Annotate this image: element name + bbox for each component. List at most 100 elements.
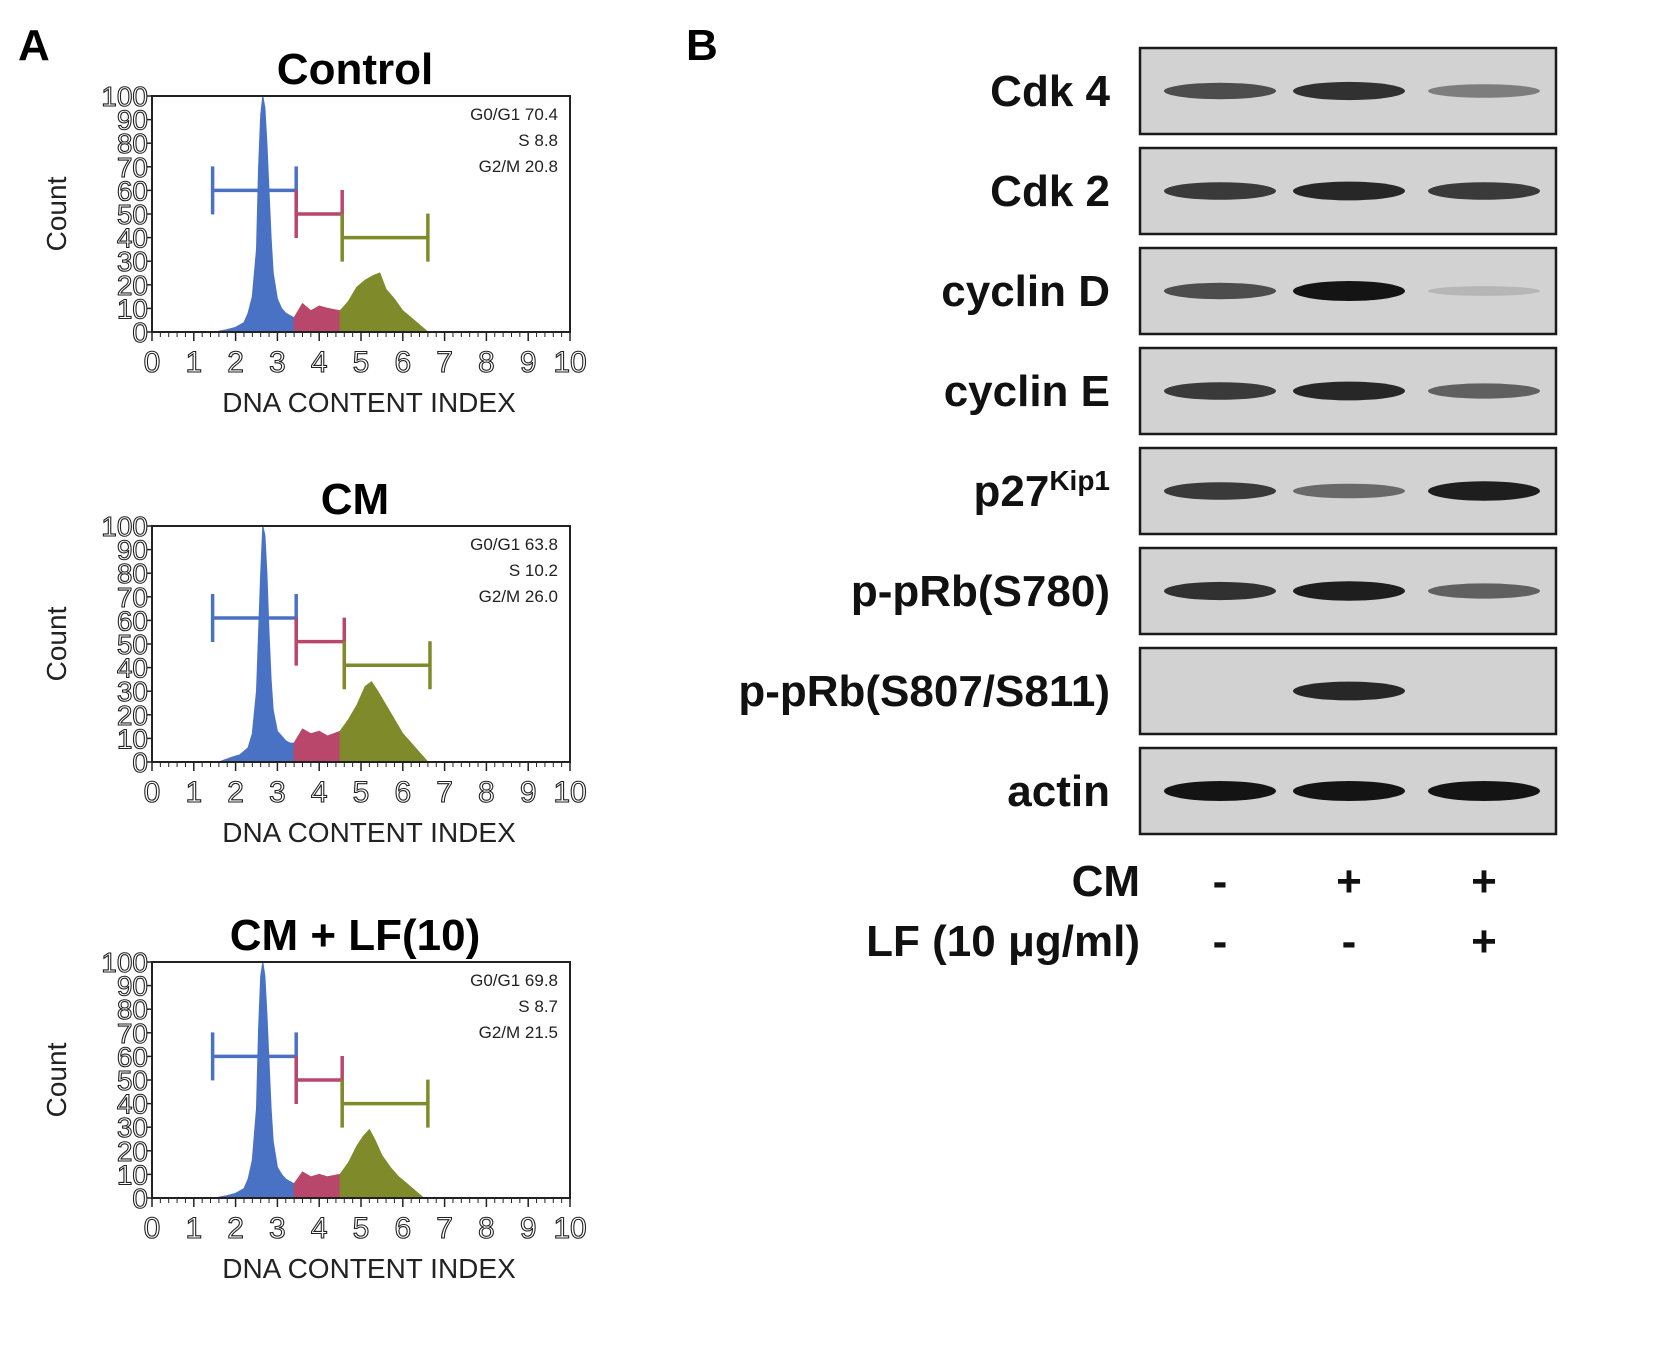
blot-label: p-pRb(S807/S811) bbox=[738, 667, 1110, 716]
y-tick-label: 90 bbox=[117, 535, 148, 566]
blot-label: p27Kip1 bbox=[973, 465, 1110, 516]
y-tick-label: 0 bbox=[132, 1183, 148, 1214]
treatment-label: CM bbox=[1072, 857, 1140, 906]
gate-marker-2 bbox=[294, 617, 347, 666]
blot-band bbox=[1164, 82, 1276, 100]
x-tick-label: 10 bbox=[553, 346, 586, 379]
y-tick-label: 80 bbox=[117, 558, 148, 589]
gate-marker-3 bbox=[340, 213, 430, 262]
y-tick-label: 70 bbox=[117, 1018, 148, 1049]
x-tick-label: 10 bbox=[553, 776, 586, 809]
blot-band bbox=[1428, 781, 1540, 801]
y-tick-label: 20 bbox=[117, 270, 148, 301]
phase-stat: G2/M 26.0 bbox=[479, 587, 558, 606]
blot-row-6: p-pRb(S780) bbox=[851, 546, 1558, 636]
x-tick-label: 8 bbox=[478, 776, 495, 809]
histogram-title: Control bbox=[277, 45, 433, 94]
blot-band bbox=[1428, 481, 1540, 501]
phase-stat: S 10.2 bbox=[509, 561, 558, 580]
y-tick-label: 70 bbox=[117, 582, 148, 613]
y-tick-label: 80 bbox=[117, 994, 148, 1025]
x-tick-label: 9 bbox=[520, 776, 537, 809]
y-axis-label: Count bbox=[41, 176, 72, 251]
x-tick-label: 3 bbox=[269, 776, 286, 809]
treatment-row-2: LF (10 μg/ml) - - + bbox=[866, 917, 1497, 966]
blot-row-4: cyclin E bbox=[944, 346, 1558, 436]
x-tick-label: 7 bbox=[436, 1212, 453, 1245]
blot-band bbox=[1164, 182, 1276, 200]
x-tick-label: 1 bbox=[185, 1212, 202, 1245]
blot-band bbox=[1293, 81, 1405, 101]
gate-marker-3 bbox=[342, 641, 432, 690]
phase-stat: G2/M 21.5 bbox=[479, 1023, 558, 1042]
treatment-sign: - bbox=[1213, 857, 1228, 906]
blot-row-7: p-pRb(S807/S811) bbox=[738, 646, 1558, 736]
y-axis-label: Count bbox=[41, 1042, 72, 1117]
y-tick-label: 100 bbox=[101, 947, 148, 978]
x-tick-label: 6 bbox=[394, 1212, 411, 1245]
blot-band bbox=[1293, 781, 1405, 801]
x-tick-label: 2 bbox=[227, 776, 244, 809]
blot-band bbox=[1164, 382, 1276, 400]
blot-label: actin bbox=[1007, 767, 1110, 816]
y-tick-label: 60 bbox=[117, 605, 148, 636]
blot-label: Cdk 2 bbox=[990, 167, 1110, 216]
treatment-sign: - bbox=[1342, 917, 1357, 966]
treatment-sign: + bbox=[1471, 857, 1497, 906]
phase-stat: S 8.8 bbox=[518, 131, 558, 150]
blot-label: cyclin D bbox=[941, 267, 1110, 316]
blot-band bbox=[1428, 383, 1540, 399]
x-tick-label: 8 bbox=[478, 1212, 495, 1245]
histogram-series-3 bbox=[339, 272, 430, 333]
x-tick-label: 10 bbox=[553, 1212, 586, 1245]
y-tick-label: 80 bbox=[117, 128, 148, 159]
x-tick-label: 8 bbox=[478, 346, 495, 379]
y-tick-label: 100 bbox=[101, 81, 148, 112]
panel-b: B Cdk 4 Cdk 2 cyclin D cyclin E p27Kip1 p-pRb(… bbox=[686, 21, 1558, 966]
y-tick-label: 20 bbox=[117, 700, 148, 731]
x-tick-label: 7 bbox=[436, 346, 453, 379]
blot-label: Cdk 4 bbox=[990, 67, 1110, 116]
blot-row-3: cyclin D bbox=[941, 246, 1558, 336]
blot-band bbox=[1164, 482, 1276, 500]
treatment-label: LF (10 μg/ml) bbox=[866, 917, 1140, 966]
blot-row-2: Cdk 2 bbox=[990, 146, 1558, 236]
blot-band bbox=[1293, 381, 1405, 401]
x-tick-label: 0 bbox=[144, 776, 161, 809]
y-tick-label: 30 bbox=[117, 1112, 148, 1143]
y-tick-label: 10 bbox=[117, 293, 148, 324]
blot-band bbox=[1293, 181, 1405, 201]
phase-stat: G0/G1 69.8 bbox=[470, 971, 558, 990]
y-tick-label: 40 bbox=[117, 223, 148, 254]
x-axis-label: DNA CONTENT INDEX bbox=[222, 817, 516, 848]
blot-band bbox=[1293, 581, 1405, 601]
y-tick-label: 90 bbox=[117, 971, 148, 1002]
blot-band bbox=[1428, 286, 1540, 296]
y-tick-label: 50 bbox=[117, 199, 148, 230]
y-tick-label: 10 bbox=[117, 1159, 148, 1190]
blot-band bbox=[1428, 583, 1540, 599]
treatment-sign: - bbox=[1213, 917, 1228, 966]
histogram-series-1 bbox=[214, 95, 295, 333]
blot-row-8: actin bbox=[1007, 746, 1558, 836]
x-tick-label: 1 bbox=[185, 346, 202, 379]
y-tick-label: 100 bbox=[101, 511, 148, 542]
y-axis-label: Count bbox=[41, 606, 72, 681]
gate-marker-1 bbox=[210, 594, 298, 643]
gate-marker-1 bbox=[210, 1032, 298, 1081]
y-tick-label: 40 bbox=[117, 1089, 148, 1120]
x-axis-label: DNA CONTENT INDEX bbox=[222, 387, 516, 418]
treatment-sign: + bbox=[1471, 917, 1497, 966]
x-axis-label: DNA CONTENT INDEX bbox=[222, 1253, 516, 1284]
x-tick-label: 7 bbox=[436, 776, 453, 809]
histogram-series-2 bbox=[293, 302, 341, 333]
histogram-series-3 bbox=[339, 1128, 426, 1199]
x-tick-label: 4 bbox=[311, 1212, 328, 1245]
phase-stat: G0/G1 63.8 bbox=[470, 535, 558, 554]
y-tick-label: 90 bbox=[117, 105, 148, 136]
x-tick-label: 1 bbox=[185, 776, 202, 809]
blot-band bbox=[1164, 581, 1276, 601]
